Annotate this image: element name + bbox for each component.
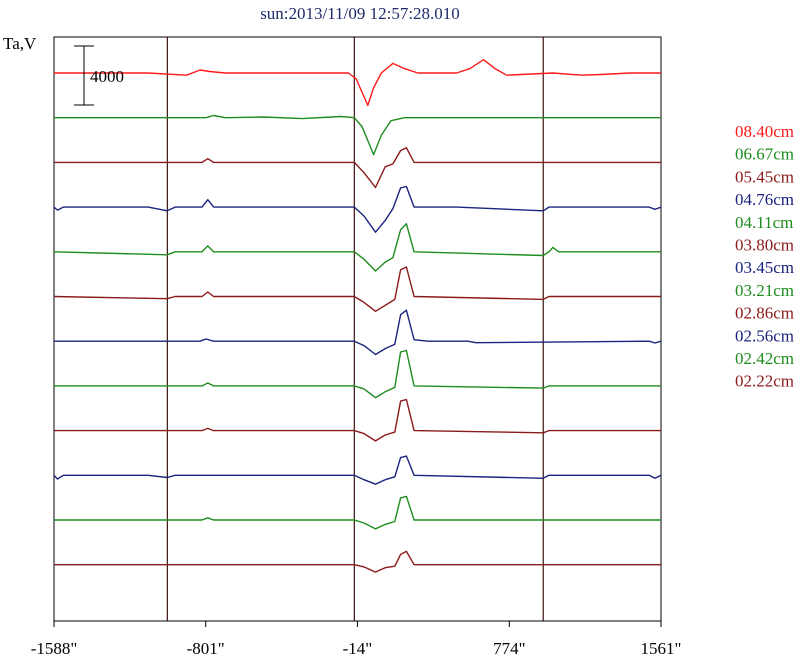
legend-entry-03-80cm: 03.80cm	[735, 236, 794, 255]
x-tick-label-5: 1561"	[641, 639, 682, 658]
legend: 08.40cm 06.67cm 05.45cm 04.76cm 04.11cm 03.80…	[735, 122, 794, 391]
legend-entry-04-76cm: 04.76cm	[735, 190, 794, 209]
legend-entry-06-67cm: 06.67cm	[735, 145, 794, 164]
scale-bar: 4000	[74, 45, 124, 106]
x-tick-label-4: 774"	[493, 639, 525, 658]
chart-title: sun:2013/11/09 12:57:28.010	[260, 4, 460, 23]
series-group	[53, 59, 662, 573]
legend-entry-02-22cm: 02.22cm	[735, 372, 794, 391]
legend-entry-02-56cm: 02.56cm	[735, 326, 794, 345]
series-line-02-42cm	[54, 495, 661, 530]
series-line-02-22cm	[54, 550, 661, 573]
series-line-02-56cm	[53, 455, 662, 485]
x-axis-ticks: -1588" -801" -14" 774" 1561"	[31, 621, 682, 658]
legend-entry-04-11cm: 04.11cm	[735, 213, 793, 232]
y-axis-label: Ta,V	[3, 34, 37, 53]
legend-entry-02-86cm: 02.86cm	[735, 304, 794, 323]
series-line-03-80cm	[53, 266, 661, 312]
plot-area-frame	[53, 36, 662, 622]
legend-entry-05-45cm: 05.45cm	[735, 167, 794, 186]
legend-entry-03-21cm: 03.21cm	[735, 281, 794, 300]
x-tick-label-1: -1588"	[31, 639, 78, 658]
vertical-markers	[166, 37, 544, 621]
scale-bar-label: 4000	[90, 67, 124, 86]
legend-entry-02-42cm: 02.42cm	[735, 349, 794, 368]
series-line-08-40cm	[54, 59, 661, 107]
x-tick-label-3: -14"	[343, 639, 373, 658]
series-line-02-86cm	[54, 398, 661, 442]
legend-entry-08-40cm: 08.40cm	[735, 122, 794, 141]
series-line-04-76cm	[53, 185, 662, 233]
legend-entry-03-45cm: 03.45cm	[735, 258, 794, 277]
series-line-04-11cm	[53, 223, 661, 272]
series-line-06-67cm	[54, 114, 661, 156]
series-line-03-21cm	[54, 349, 661, 399]
x-tick-label-2: -801"	[187, 639, 225, 658]
series-line-03-45cm	[54, 309, 662, 356]
series-line-05-45cm	[54, 146, 661, 189]
